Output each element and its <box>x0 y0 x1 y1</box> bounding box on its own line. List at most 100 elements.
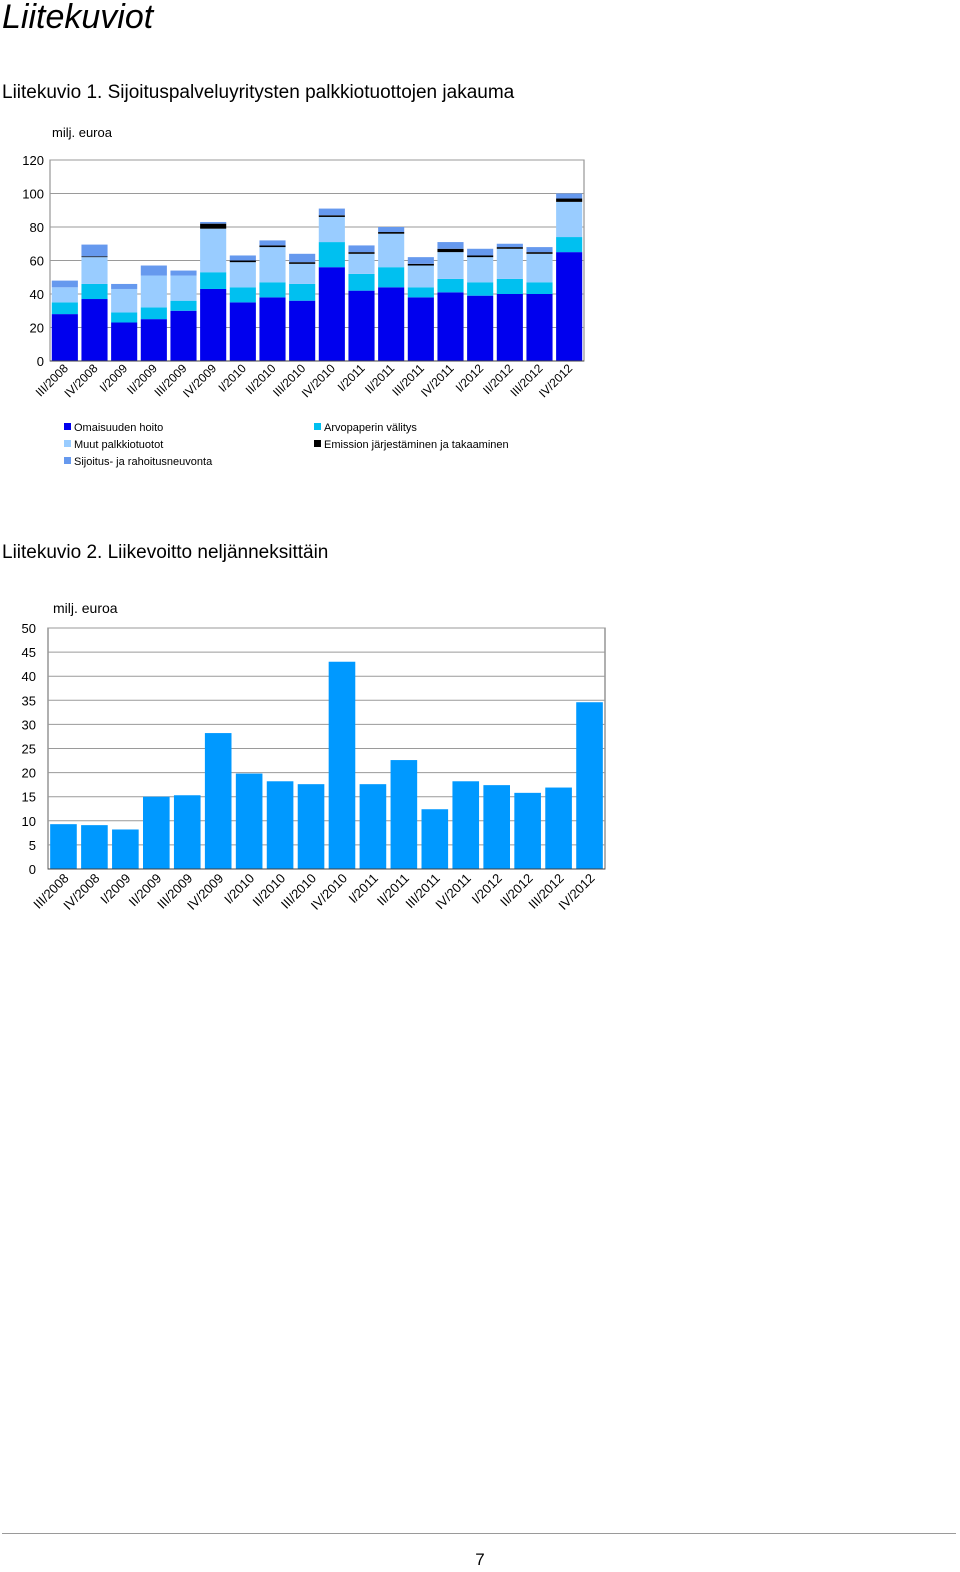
chart-1-bar-segment <box>200 272 227 289</box>
chart-1-bar-segment <box>200 288 227 361</box>
chart-2-bar <box>576 702 603 869</box>
chart-1-bar-segment <box>437 278 464 293</box>
chart-1-bar-segment <box>467 255 494 258</box>
chart-1-bar-segment <box>378 232 405 234</box>
figure-1-caption: Liitekuvio 1. Sijoituspalveluyritysten p… <box>2 82 515 103</box>
chart-1-bar-segment <box>318 215 345 217</box>
chart-1-ytick-label: 80 <box>30 220 44 235</box>
chart-1-bar-segment <box>318 208 345 216</box>
chart-1-bar-segment <box>378 227 405 233</box>
chart-2-ytick-label: 0 <box>29 862 36 877</box>
chart-1-bar-segment <box>111 283 138 289</box>
chart-1-bar-segment <box>140 265 167 276</box>
chart-1-bar-segment <box>407 257 434 264</box>
chart-1-xtick-label: IV/2009 <box>180 361 219 400</box>
chart-1-bar-segment <box>526 252 553 254</box>
chart-1-bar-segment <box>378 267 405 288</box>
chart-1-bar-segment <box>81 256 108 258</box>
chart-1-bar-segment <box>556 201 583 238</box>
chart-1-bar-segment <box>170 310 197 361</box>
chart-2-bar <box>81 825 108 869</box>
chart-1-ytick-label: 60 <box>30 254 44 269</box>
chart-1-bar-segment <box>556 193 583 199</box>
chart-2-ytick-label: 35 <box>22 693 36 708</box>
chart-2-bar <box>390 760 418 869</box>
chart-2-bar <box>112 829 139 869</box>
chart-1-ytick-label: 40 <box>30 287 44 302</box>
chart-1-legend-label: Arvopaperin välitys <box>324 422 417 434</box>
chart-1-bar-segment <box>259 247 286 283</box>
chart-2-bar <box>50 824 77 869</box>
chart-1-xtick-label: IV/2008 <box>61 361 100 400</box>
chart-1-bar-segment <box>467 257 494 283</box>
page-number: 7 <box>475 1550 485 1569</box>
chart-1-bar-segment <box>81 244 108 257</box>
chart-2-bar <box>421 809 449 869</box>
chart-2-bar <box>266 781 294 869</box>
chart-1-bar-segment <box>111 322 138 361</box>
chart-1-legend-swatch <box>314 423 321 430</box>
chart-1-bar-segment <box>51 302 78 315</box>
chart-1-xtick-label: IV/2010 <box>299 361 338 400</box>
chart-1-bar-segment <box>229 260 256 263</box>
chart-2-ytick-label: 20 <box>22 766 36 781</box>
chart-1-bar-segment <box>200 228 227 273</box>
chart-2-ytick-label: 5 <box>29 838 36 853</box>
chart-1-bar-segment <box>81 257 108 284</box>
chart-1-bar-segment <box>556 237 583 253</box>
chart-1-bar-segment <box>437 252 464 279</box>
chart-2-bar <box>514 792 541 869</box>
chart-1-legend-label: Muut palkkiotuotot <box>74 439 163 451</box>
chart-2-bar <box>545 787 572 869</box>
chart-1-bar-segment <box>200 223 227 229</box>
chart-1-legend-swatch <box>64 440 71 447</box>
chart-1-bar-segment <box>229 255 256 261</box>
chart-1-bar-segment <box>526 253 553 283</box>
chart-1-bar-segment <box>348 290 375 361</box>
chart-1-bar-segment <box>200 221 227 224</box>
chart-1-bar-segment <box>111 312 138 323</box>
chart-2-bar <box>204 733 232 869</box>
chart-1-bar-segment <box>259 282 286 298</box>
chart-1-xtick-label: IV/2012 <box>536 361 575 400</box>
chart-1-bar-segment <box>140 319 167 361</box>
chart-1-bar-segment <box>51 314 78 361</box>
chart-1-bar-segment <box>170 270 197 276</box>
chart-1-bar-segment <box>526 282 553 294</box>
chart-1-bar-segment <box>259 240 286 246</box>
chart-1-legend-swatch <box>64 457 71 464</box>
chart-1-bar-segment <box>496 248 523 279</box>
page-title: Liitekuviot <box>2 0 154 36</box>
chart-1-ylabel: milj. euroa <box>52 125 113 140</box>
chart-1-bar-segment <box>348 253 375 274</box>
figure-2-caption: Liitekuvio 2. Liikevoitto neljänneksittä… <box>2 542 329 563</box>
chart-2-ytick-label: 40 <box>22 669 36 684</box>
chart-1-bar-segment <box>259 297 286 361</box>
chart-1-bar-segment <box>111 288 138 313</box>
footer-divider <box>2 1533 956 1534</box>
chart-1-bar-segment <box>229 287 256 303</box>
chart-1-xtick-label: IV/2011 <box>418 361 457 400</box>
chart-1-bar-segment <box>526 294 553 361</box>
chart-1-bar-segment <box>229 262 256 288</box>
chart-1-bar-segment <box>496 247 523 249</box>
chart-1-bar-segment <box>289 253 316 263</box>
chart-1-bar-segment <box>289 283 316 301</box>
chart-1-bar-segment <box>51 287 78 303</box>
chart-2-ytick-label: 45 <box>22 645 36 660</box>
chart-1-bar-segment <box>259 245 286 248</box>
chart-1-legend-swatch <box>64 423 71 430</box>
chart-1-bar-segment <box>140 307 167 320</box>
chart-1-bar-segment <box>170 300 197 311</box>
chart-1-bar-segment <box>437 242 464 249</box>
chart-2-bar <box>297 784 325 869</box>
chart-1-bar-segment <box>496 294 523 361</box>
chart-1-legend-label: Omaisuuden hoito <box>74 422 163 434</box>
chart-1-bar-segment <box>378 287 405 361</box>
chart-1-bar-segment <box>348 252 375 254</box>
chart-1-bar-segment <box>289 263 316 284</box>
chart-1-bar-segment <box>348 245 375 253</box>
chart-1-ytick-label: 0 <box>37 354 44 369</box>
chart-2-bar <box>483 785 511 869</box>
